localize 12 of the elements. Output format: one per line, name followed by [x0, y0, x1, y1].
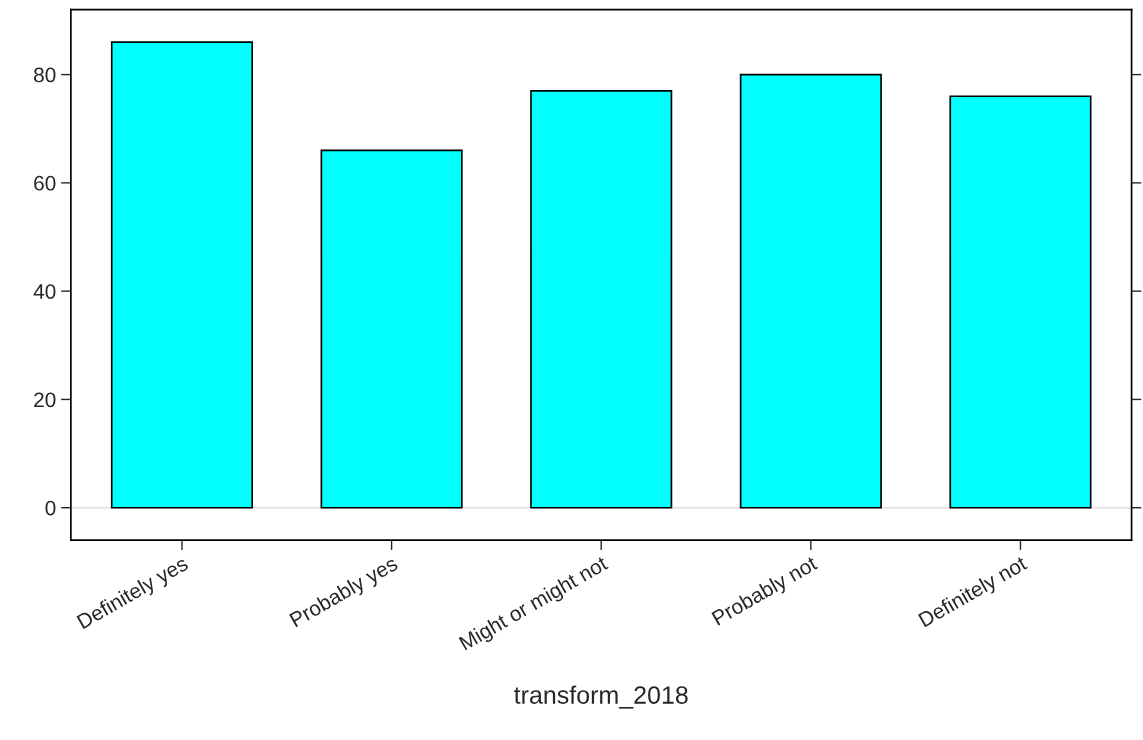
y-tick-label: 80: [34, 67, 56, 83]
x-axis-title: transform_2018: [514, 685, 688, 709]
bar: [949, 95, 1092, 509]
x-tick-label: Might or might not: [458, 554, 611, 655]
bar: [739, 73, 882, 509]
y-tick-label: 60: [34, 175, 56, 191]
bar: [530, 89, 673, 509]
bar: [320, 149, 463, 509]
y-tick-label: 20: [34, 392, 56, 408]
bar: [110, 41, 254, 509]
y-tick-label: 40: [33, 284, 56, 299]
y-tick-label: 0: [45, 500, 56, 516]
